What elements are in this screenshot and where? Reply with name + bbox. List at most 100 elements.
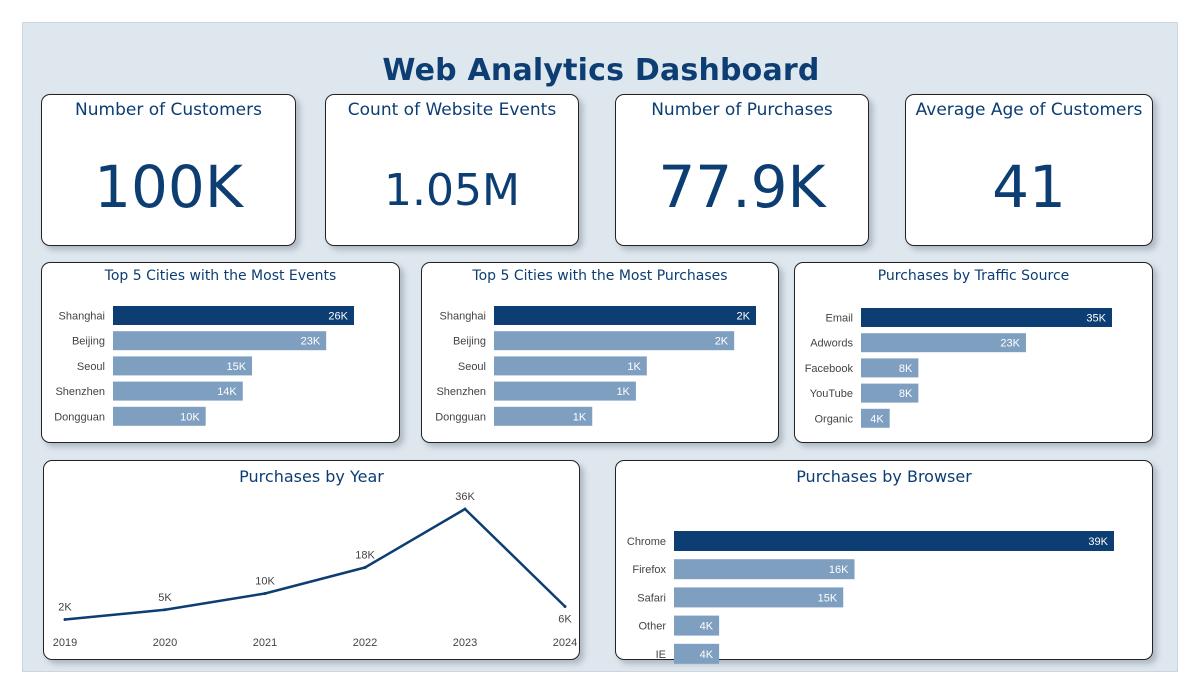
data-label: 10K	[180, 411, 200, 423]
data-point[interactable]	[563, 605, 567, 608]
category-label: Organic	[814, 413, 853, 425]
data-label: 8K	[899, 388, 913, 400]
bar[interactable]	[494, 331, 735, 351]
data-label: 23K	[301, 336, 321, 348]
chart-card-purchases-by-year: Purchases by Year 2K 2019 5K 2020 10K 2021 18K…	[43, 460, 580, 660]
category-label: Beijing	[72, 336, 105, 348]
data-label: 16K	[829, 564, 849, 576]
bar[interactable]	[861, 383, 919, 403]
data-label: 10K	[255, 576, 275, 588]
chart-card-traffic-source: Purchases by Traffic Source Email 35K Adwo…	[794, 262, 1153, 443]
kpi-value: 1.05M	[384, 165, 520, 216]
data-label: 2K	[58, 602, 72, 614]
category-label: Seoul	[458, 361, 486, 373]
kpi-label: Count of Website Events	[347, 100, 557, 120]
category-label: Dongguan	[54, 411, 105, 423]
category-label: Shanghai	[440, 311, 487, 323]
kpi-label: Average Age of Customers	[915, 100, 1143, 120]
data-label: 5K	[158, 592, 172, 604]
bar[interactable]	[494, 406, 593, 426]
data-label: 14K	[217, 386, 237, 398]
chart-title: Purchases by Year	[239, 467, 384, 486]
bar[interactable]	[113, 406, 206, 426]
kpi-value: 41	[992, 153, 1066, 221]
data-label: 4K	[700, 621, 714, 633]
category-label: Firefox	[632, 564, 666, 576]
data-label: 36K	[455, 491, 475, 503]
kpi-card-website-events: Count of Website Events 1.05M	[325, 94, 579, 246]
bar[interactable]	[861, 333, 1026, 353]
data-label: 15K	[226, 361, 246, 373]
kpi-card-customers: Number of Customers 100K	[41, 94, 296, 246]
chart-traffic-source: Email 35K Adwords 23K Facebook 8K YouTube 8K Org…	[805, 308, 1112, 428]
chart-purchases-by-browser: Chrome 39K Firefox 16K Safari 15K Other 4K IE 4K	[627, 531, 1114, 664]
data-point[interactable]	[463, 507, 467, 511]
data-label: 23K	[1000, 338, 1020, 350]
data-label: 39K	[1088, 536, 1108, 548]
category-label: Chrome	[627, 536, 666, 548]
bar[interactable]	[494, 356, 647, 376]
data-label: 6K	[558, 614, 572, 626]
chart-cities-events: Shanghai 26K Beijing 23K Seoul 15K Shenzhen 14K…	[54, 306, 354, 426]
chart-card-purchases-by-browser: Purchases by Browser Chrome 39K Firefox 16K…	[615, 460, 1153, 664]
data-label: 15K	[818, 592, 838, 604]
category-label: Dongguan	[435, 411, 486, 423]
bar[interactable]	[494, 381, 636, 401]
category-label: Shenzhen	[436, 386, 486, 398]
chart-title: Purchases by Traffic Source	[877, 268, 1070, 284]
data-label: 4K	[700, 649, 714, 661]
data-point[interactable]	[163, 608, 167, 612]
category-label: Seoul	[77, 361, 105, 373]
bar[interactable]	[113, 356, 253, 376]
bar[interactable]	[861, 358, 919, 378]
bar[interactable]	[861, 408, 890, 428]
chart-title: Top 5 Cities with the Most Purchases	[472, 268, 728, 284]
kpi-value: 100K	[94, 153, 243, 221]
dashboard-canvas: Web Analytics Dashboard Number of Custom…	[22, 22, 1178, 672]
data-label: 8K	[899, 363, 913, 375]
category-label: Safari	[637, 592, 666, 604]
bar[interactable]	[113, 306, 354, 325]
data-point[interactable]	[363, 566, 367, 569]
data-label: 4K	[870, 413, 884, 425]
category-label: Adwords	[810, 338, 853, 350]
kpi-card-purchases: Number of Purchases 77.9K	[615, 94, 869, 246]
page-title: Web Analytics Dashboard	[382, 53, 820, 88]
bar[interactable]	[674, 559, 855, 580]
bar[interactable]	[674, 531, 1114, 551]
x-tick-label: 2020	[153, 637, 177, 649]
x-tick-label: 2021	[253, 637, 277, 649]
data-label: 2K	[715, 336, 729, 348]
chart-purchases-by-year: 2K 2019 5K 2020 10K 2021 18K 2022 36K 2023 6K 2024	[53, 491, 577, 649]
data-label: 18K	[355, 550, 375, 562]
bar[interactable]	[674, 643, 720, 664]
chart-card-cities-events: Top 5 Cities with the Most Events Shangh…	[41, 262, 400, 443]
data-label: 2K	[737, 311, 751, 323]
category-label: Other	[638, 621, 666, 633]
bar[interactable]	[674, 615, 720, 636]
x-tick-label: 2022	[353, 637, 377, 649]
chart-title: Purchases by Browser	[796, 467, 972, 486]
kpi-label: Number of Purchases	[651, 100, 833, 120]
x-tick-label: 2019	[53, 637, 77, 649]
data-label: 1K	[616, 386, 630, 398]
category-label: YouTube	[810, 388, 853, 400]
category-label: Shanghai	[59, 311, 106, 323]
data-label: 1K	[627, 361, 641, 373]
data-label: 1K	[573, 411, 587, 423]
bar[interactable]	[113, 331, 327, 351]
bar[interactable]	[674, 587, 844, 608]
data-point[interactable]	[263, 592, 267, 595]
bar[interactable]	[494, 306, 756, 325]
x-tick-label: 2024	[553, 637, 577, 649]
bar[interactable]	[861, 308, 1112, 327]
chart-card-cities-purchases: Top 5 Cities with the Most Purchases Sha…	[421, 262, 779, 443]
category-label: IE	[656, 649, 666, 661]
category-label: Shenzhen	[55, 386, 105, 398]
kpi-label: Number of Customers	[75, 100, 262, 120]
data-point[interactable]	[63, 618, 67, 621]
chart-title: Top 5 Cities with the Most Events	[104, 268, 337, 284]
chart-cities-purchases: Shanghai 2K Beijing 2K Seoul 1K Shenzhen 1K Dong…	[435, 306, 756, 426]
bar[interactable]	[113, 381, 243, 401]
kpi-value: 77.9K	[658, 153, 826, 221]
